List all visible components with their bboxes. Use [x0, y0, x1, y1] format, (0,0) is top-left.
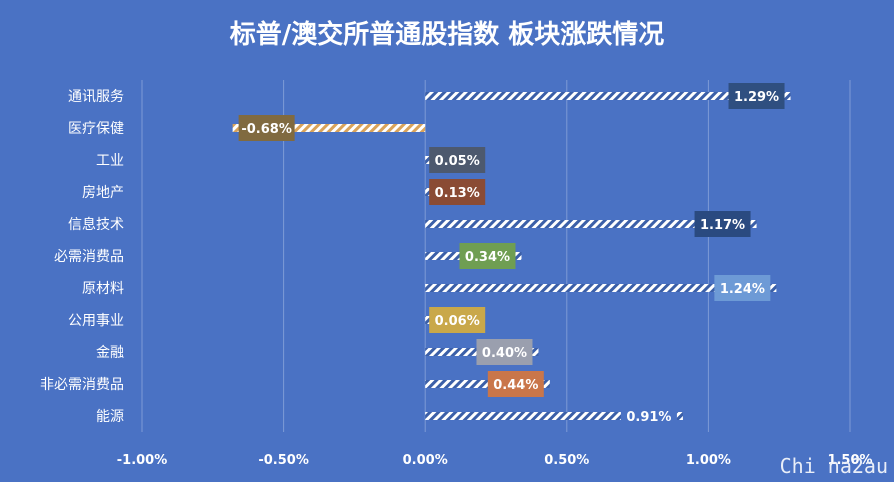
category-label: 工业 — [96, 153, 124, 169]
x-tick-label: 1.50% — [827, 453, 872, 468]
category-label: 公用事业 — [68, 313, 124, 329]
data-label-box — [238, 115, 295, 141]
data-label-box — [429, 307, 486, 333]
bar — [425, 380, 550, 388]
x-tick-labels: -1.00% -0.50% 0.00% 0.50% 1.00% 1.50% — [117, 453, 873, 468]
category-label: 医疗保健 — [68, 121, 124, 137]
category-label: 原材料 — [82, 281, 124, 297]
data-label: 1.29% — [734, 90, 779, 105]
category-label: 必需消费品 — [54, 249, 124, 265]
data-label-box — [694, 211, 751, 237]
category-label: 房地产 — [82, 185, 124, 201]
data-label-box — [714, 275, 771, 301]
bar — [425, 220, 757, 228]
data-label: 0.06% — [435, 314, 480, 329]
bar — [425, 92, 791, 100]
data-label-box — [429, 179, 486, 205]
data-label: 0.44% — [493, 378, 538, 393]
x-tick-label: 1.00% — [686, 453, 731, 468]
data-label: 0.05% — [435, 154, 480, 169]
watermark: Chi na2au — [779, 454, 888, 478]
chart-title: 标普/澳交所普通股指数 板块涨跌情况 — [229, 20, 665, 50]
category-label: 通讯服务 — [68, 89, 124, 105]
data-labels: 1.29% -0.68% 0.05% 0.13% 1.17% 0.34% 1.24% 0.06… — [238, 83, 785, 429]
data-label: 0.13% — [435, 186, 480, 201]
data-label-box — [476, 339, 533, 365]
data-label: 0.40% — [482, 346, 527, 361]
data-label-box — [728, 83, 785, 109]
data-label-box — [620, 403, 677, 429]
data-label: -0.68% — [241, 122, 292, 137]
data-label-box — [429, 147, 486, 173]
category-label: 金融 — [96, 345, 124, 361]
bar — [232, 124, 426, 132]
data-label: 1.17% — [700, 218, 745, 233]
x-tick-label: 0.50% — [544, 453, 589, 468]
category-label: 非必需消费品 — [40, 377, 124, 393]
x-tick-label: -0.50% — [258, 453, 309, 468]
bar — [425, 412, 683, 420]
x-tick-label: -1.00% — [117, 453, 168, 468]
data-label: 0.34% — [465, 250, 510, 265]
bar — [425, 284, 777, 292]
data-label-box — [487, 371, 544, 397]
category-label: 能源 — [96, 409, 124, 425]
category-label: 信息技术 — [68, 216, 124, 233]
data-label-box — [459, 243, 516, 269]
data-label: 1.24% — [720, 282, 765, 297]
data-label: 0.91% — [626, 410, 671, 425]
x-tick-label: 0.00% — [403, 453, 448, 468]
